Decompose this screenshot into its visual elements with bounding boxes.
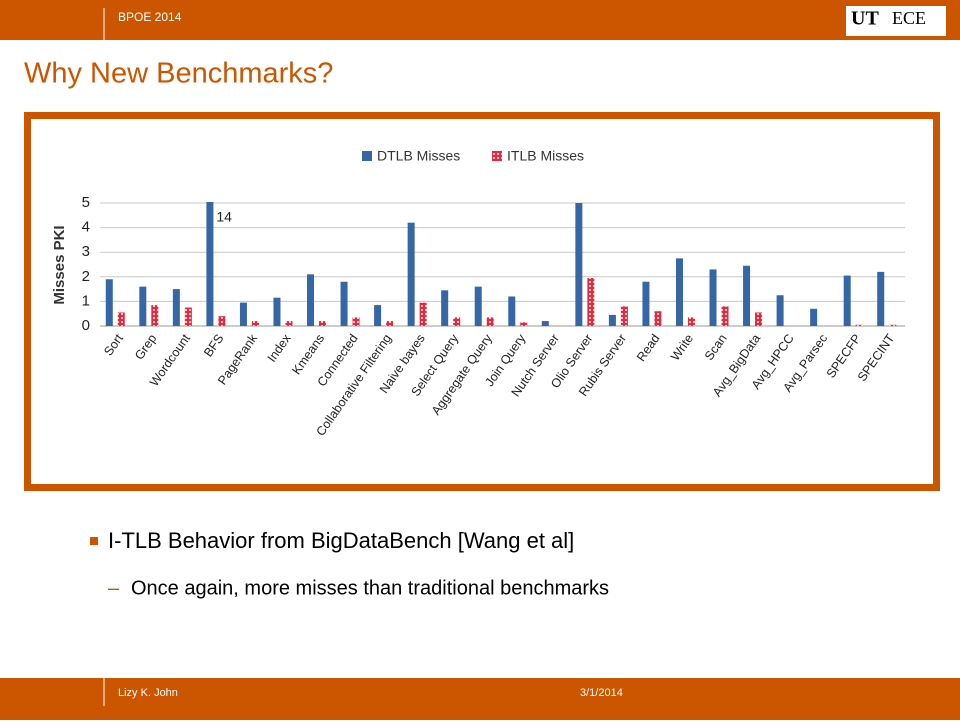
logo-ut: UT: [851, 8, 879, 30]
plot-area: [105, 202, 897, 326]
bar: [776, 295, 784, 326]
bar: [206, 202, 214, 326]
bar: [721, 306, 729, 326]
sub-bullet-dash: –: [108, 577, 120, 599]
bar: [117, 312, 125, 326]
bar: [273, 297, 281, 326]
y-axis-title: Misses PKI: [51, 225, 68, 304]
y-tick-label: 2: [82, 268, 90, 285]
logo-box: [846, 6, 946, 36]
bar: [508, 296, 516, 326]
bar: [419, 302, 427, 326]
bar: [755, 312, 763, 326]
bar: [374, 305, 382, 326]
bar: [386, 321, 394, 326]
bar: [453, 317, 461, 326]
bar: [319, 321, 327, 326]
bar: [184, 307, 192, 326]
bar: [620, 306, 628, 326]
bar: [251, 321, 259, 326]
bar: [340, 281, 348, 326]
y-tick-label: 4: [82, 219, 90, 236]
legend-label: DTLB Misses: [377, 148, 460, 164]
bar: [855, 324, 863, 326]
bar: [151, 305, 159, 326]
bar: [285, 321, 293, 326]
footer-bar: [0, 678, 960, 720]
logo-ece: ECE: [892, 8, 926, 28]
bar: [608, 314, 616, 326]
legend-swatch: [362, 151, 372, 161]
bullet-marker: [90, 537, 98, 545]
y-tick-label: 5: [82, 194, 90, 211]
bar: [486, 317, 494, 326]
value-label: 14: [216, 209, 232, 225]
bar: [520, 322, 528, 326]
bar: [675, 258, 683, 326]
bar: [654, 311, 662, 326]
header-event: BPOE 2014: [118, 10, 182, 24]
bar: [407, 222, 415, 326]
y-tick-label: 0: [82, 317, 90, 334]
header-bar: [0, 0, 960, 40]
slide-title: Why New Benchmarks?: [24, 58, 333, 90]
footer-date: 3/1/2014: [580, 687, 623, 699]
bar: [743, 265, 751, 326]
sub-bullet-text: Once again, more misses than traditional…: [131, 577, 609, 599]
bar: [218, 316, 226, 326]
bar: [541, 321, 549, 326]
footer-author: Lizy K. John: [118, 687, 178, 699]
bar: [575, 203, 583, 326]
bar: [139, 286, 147, 326]
bar: [687, 317, 695, 326]
bar: [587, 278, 595, 326]
legend-swatch: [492, 151, 502, 161]
bar: [172, 289, 180, 326]
bar: [810, 308, 818, 326]
bar: [105, 279, 113, 326]
bar: [239, 302, 247, 326]
y-tick-label: 1: [82, 292, 90, 309]
y-tick-label: 3: [82, 243, 90, 260]
bar: [843, 275, 851, 326]
bar: [709, 269, 717, 326]
bar: [877, 271, 885, 326]
bar: [474, 286, 482, 326]
bar: [441, 290, 449, 326]
bar: [642, 281, 650, 326]
bullet-text: I-TLB Behavior from BigDataBench [Wang e…: [108, 528, 574, 553]
legend-label: ITLB Misses: [507, 148, 584, 164]
bar: [352, 317, 360, 326]
bar: [889, 324, 897, 326]
bar: [307, 274, 315, 326]
